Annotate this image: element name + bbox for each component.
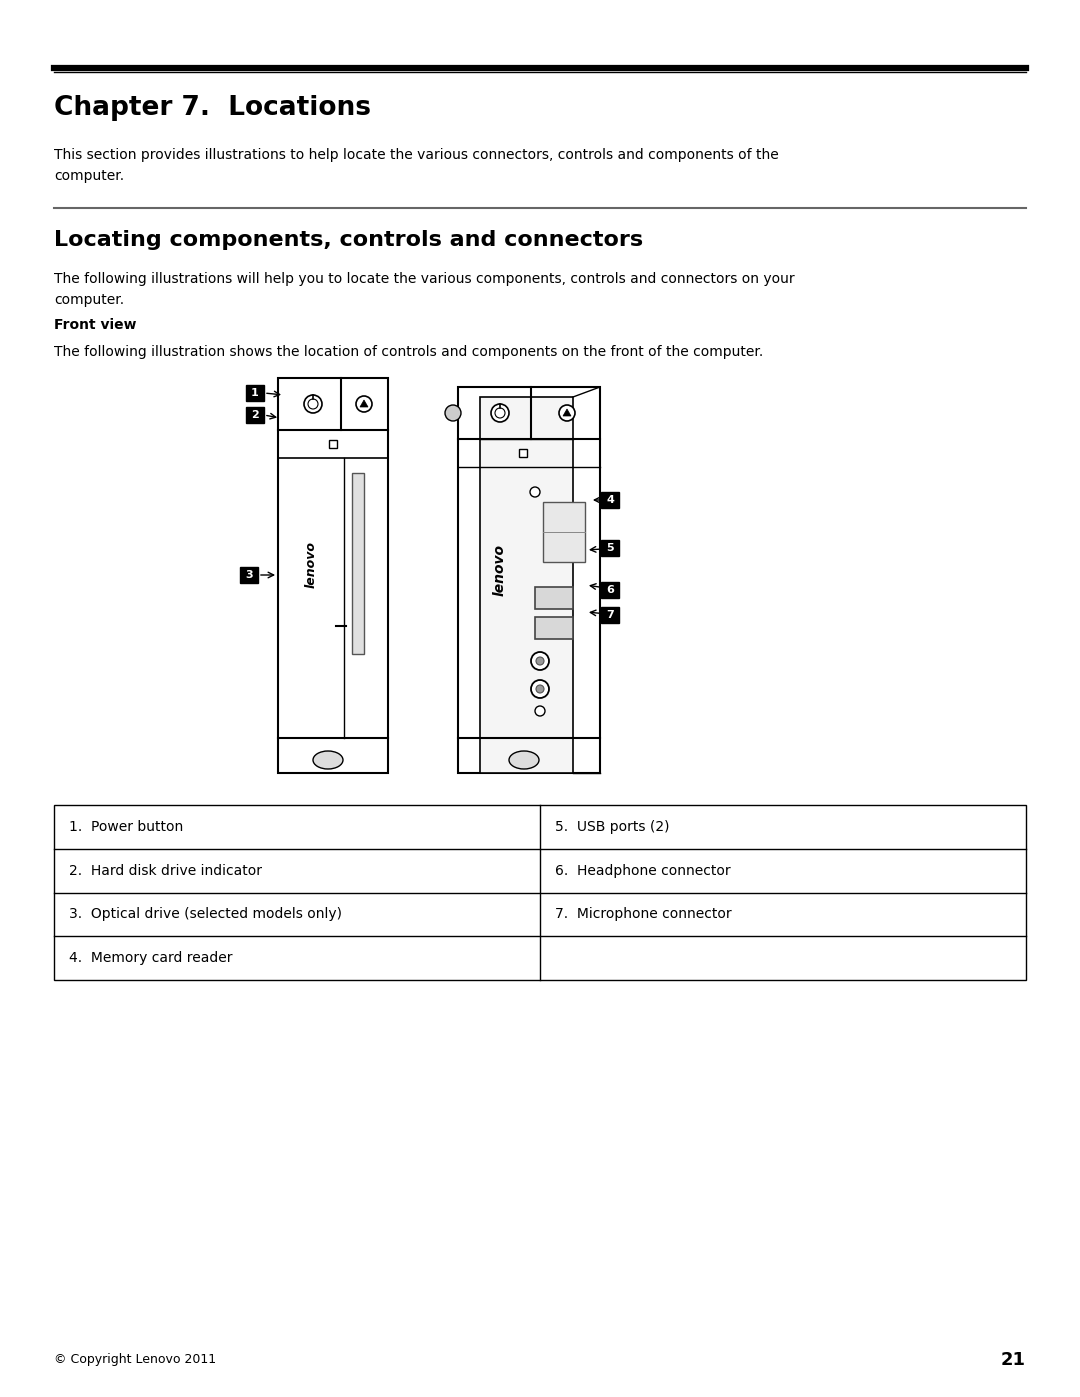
Ellipse shape <box>509 752 539 768</box>
Polygon shape <box>563 409 571 416</box>
Ellipse shape <box>313 752 343 768</box>
Bar <box>519 448 527 457</box>
Circle shape <box>491 404 509 422</box>
Circle shape <box>536 685 544 693</box>
Bar <box>329 440 337 448</box>
Circle shape <box>536 657 544 665</box>
Circle shape <box>531 652 549 671</box>
Bar <box>480 397 573 773</box>
Circle shape <box>530 488 540 497</box>
Text: © Copyright Lenovo 2011: © Copyright Lenovo 2011 <box>54 1354 216 1366</box>
Circle shape <box>445 405 461 420</box>
Text: 7.  Microphone connector: 7. Microphone connector <box>555 908 731 922</box>
Text: The following illustrations will help you to locate the various components, cont: The following illustrations will help yo… <box>54 272 795 306</box>
Circle shape <box>356 395 372 412</box>
Text: Front view: Front view <box>54 319 136 332</box>
Text: 4.  Memory card reader: 4. Memory card reader <box>69 951 232 965</box>
Text: Locating components, controls and connectors: Locating components, controls and connec… <box>54 231 643 250</box>
Bar <box>54 805 1026 981</box>
Text: 5: 5 <box>606 543 613 553</box>
Polygon shape <box>360 400 368 407</box>
Text: 6: 6 <box>606 585 613 595</box>
Bar <box>458 387 600 773</box>
Text: 1: 1 <box>252 388 259 398</box>
Bar <box>278 379 388 773</box>
Circle shape <box>559 405 575 420</box>
Bar <box>600 492 619 509</box>
Text: 3.  Optical drive (selected models only): 3. Optical drive (selected models only) <box>69 908 342 922</box>
Circle shape <box>531 680 549 698</box>
Bar <box>543 502 585 562</box>
Text: 1.  Power button: 1. Power button <box>69 820 184 834</box>
Text: The following illustration shows the location of controls and components on the : The following illustration shows the loc… <box>54 345 764 359</box>
Bar <box>600 541 619 556</box>
Text: 2: 2 <box>252 409 259 420</box>
Bar <box>535 617 573 638</box>
Text: lenovo: lenovo <box>492 543 507 597</box>
Text: lenovo: lenovo <box>305 541 318 588</box>
Bar <box>246 386 264 401</box>
Text: 3: 3 <box>245 570 253 580</box>
Bar <box>352 474 364 654</box>
Bar <box>246 407 264 423</box>
Bar <box>600 608 619 623</box>
Text: 6.  Headphone connector: 6. Headphone connector <box>555 863 731 877</box>
Text: 2.  Hard disk drive indicator: 2. Hard disk drive indicator <box>69 863 262 877</box>
Text: 5.  USB ports (2): 5. USB ports (2) <box>555 820 670 834</box>
Bar <box>240 567 258 583</box>
Text: Chapter 7.  Locations: Chapter 7. Locations <box>54 95 372 122</box>
Text: 21: 21 <box>1001 1351 1026 1369</box>
Circle shape <box>535 705 545 717</box>
Text: This section provides illustrations to help locate the various connectors, contr: This section provides illustrations to h… <box>54 148 779 183</box>
Text: 7: 7 <box>606 610 613 620</box>
Text: 4: 4 <box>606 495 613 504</box>
Bar <box>600 583 619 598</box>
Circle shape <box>303 395 322 414</box>
Bar <box>535 587 573 609</box>
